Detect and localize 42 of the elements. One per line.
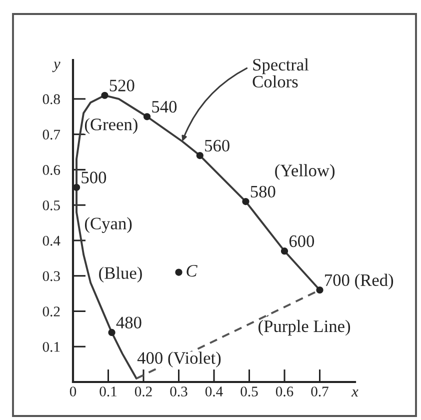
point: [280, 248, 288, 255]
annotation: (Green): [84, 118, 138, 134]
annotation: (Blue): [99, 266, 142, 282]
point: [175, 268, 182, 276]
annotation: 400 (Violet): [137, 352, 221, 368]
x-tick-label: 0: [70, 386, 76, 396]
y-tick-label: 0.8: [42, 94, 60, 104]
y-tick-label: 0.4: [42, 236, 60, 246]
annotation: 520: [110, 80, 134, 92]
x-tick-label: 0.2: [134, 386, 152, 396]
x-tick-label: 0.5: [240, 386, 258, 396]
annotation: 560: [205, 140, 230, 152]
annotation: 600: [289, 235, 314, 248]
annotation: (Yellow): [275, 164, 335, 180]
y-tick-label: 0.6: [42, 165, 60, 175]
legend-label: (Purple Line): [258, 320, 350, 336]
annotation: 700 (Red): [325, 274, 394, 290]
x-tick-label: 0.6: [276, 386, 294, 396]
x-tick-label: 0.1: [100, 386, 116, 396]
y-tick-label: 0.2: [42, 306, 60, 316]
point: [316, 286, 324, 294]
x-tick-label: 0.3: [170, 386, 188, 396]
annotation: 480: [116, 316, 142, 328]
point: [242, 198, 250, 206]
point: [101, 92, 108, 99]
y-tick-label: 0.5: [42, 200, 60, 210]
y-axis-title: y: [52, 62, 60, 72]
x-axis-title: x: [351, 389, 358, 396]
text: Spectral Colors: [252, 58, 309, 88]
series-label: C: [186, 264, 198, 277]
y-tick-label: 0.3: [42, 271, 60, 282]
annotation: (Cyan): [84, 217, 132, 233]
annotation: 500: [82, 172, 106, 184]
point: [143, 113, 151, 120]
point: [196, 152, 204, 160]
y-tick-label: 0.7: [42, 130, 60, 140]
annotation: 540: [152, 100, 177, 113]
annotation: 580: [250, 186, 276, 198]
x-tick-label: 0.7: [311, 386, 328, 396]
y-tick-label: 0.1: [42, 342, 60, 352]
x-tick-label: 0.4: [205, 386, 223, 396]
point: [108, 328, 116, 336]
